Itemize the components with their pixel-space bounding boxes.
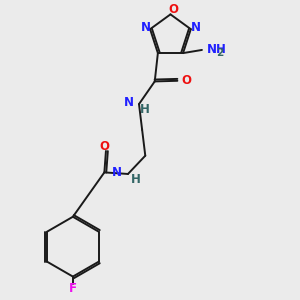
Text: F: F xyxy=(69,282,77,295)
Text: N: N xyxy=(112,166,122,178)
Text: H: H xyxy=(130,172,140,185)
Text: N: N xyxy=(124,96,134,109)
Text: 2: 2 xyxy=(216,48,223,58)
Text: O: O xyxy=(99,140,109,153)
Text: NH: NH xyxy=(207,43,227,56)
Text: N: N xyxy=(140,21,150,34)
Text: O: O xyxy=(182,74,192,87)
Text: O: O xyxy=(168,3,178,16)
Text: H: H xyxy=(140,103,149,116)
Text: N: N xyxy=(190,21,200,34)
